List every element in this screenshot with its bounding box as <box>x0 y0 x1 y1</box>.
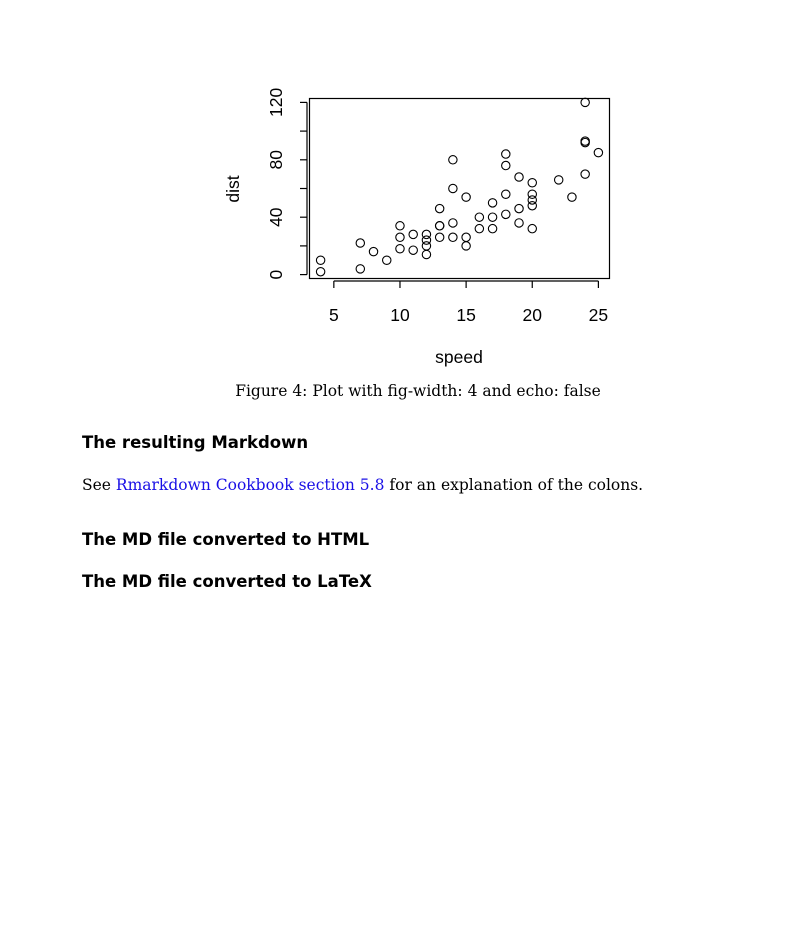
x-tick-label: 5 <box>329 305 339 325</box>
y-axis: 0 40 80 120 <box>266 88 308 279</box>
data-point <box>408 229 418 240</box>
data-point <box>580 169 590 179</box>
data-point <box>448 232 458 243</box>
heading-md-to-html: The MD file converted to HTML <box>82 530 370 549</box>
data-point <box>501 189 511 199</box>
data-point <box>580 136 590 146</box>
data-point <box>461 232 471 243</box>
data-point <box>381 255 392 265</box>
data-point <box>434 232 445 243</box>
data-point <box>461 192 471 202</box>
x-tick-label: 20 <box>523 305 543 325</box>
heading-resulting-markdown: The resulting Markdown <box>82 433 309 452</box>
data-point <box>434 221 445 231</box>
data-point <box>527 189 538 199</box>
data-point <box>527 195 538 205</box>
data-point <box>553 175 564 185</box>
paragraph-prefix: See <box>82 476 116 494</box>
data-point <box>448 218 458 228</box>
y-tick-label: 120 <box>266 88 286 117</box>
data-point <box>514 218 524 228</box>
data-point <box>461 241 471 251</box>
scatter-plot: 5 10 15 20 25 0 40 80 120 speed dist <box>223 88 611 367</box>
data-point <box>527 223 538 234</box>
y-tick-label: 0 <box>266 269 286 279</box>
data-point <box>315 266 326 277</box>
y-axis-label: dist <box>223 175 243 202</box>
x-tick-label: 10 <box>390 305 410 325</box>
data-points <box>315 97 604 277</box>
data-point <box>487 212 498 222</box>
data-point <box>355 238 366 248</box>
data-point <box>395 232 405 243</box>
data-point <box>315 255 326 265</box>
data-point <box>487 223 498 234</box>
data-point <box>580 97 590 108</box>
data-point <box>448 155 458 165</box>
data-point <box>527 200 538 211</box>
data-point <box>368 246 379 257</box>
data-point <box>474 212 485 222</box>
data-point <box>501 160 511 171</box>
cookbook-link[interactable]: Rmarkdown Cookbook section 5.8 <box>115 476 385 494</box>
data-point <box>514 203 524 214</box>
x-tick-label: 15 <box>456 305 475 325</box>
data-point <box>421 235 432 245</box>
y-tick-label: 80 <box>266 150 286 170</box>
data-point <box>448 183 458 194</box>
data-point <box>395 221 405 231</box>
data-point <box>474 223 485 234</box>
figure-caption: Figure 4: Plot with fig-width: 4 and ech… <box>235 382 601 400</box>
x-tick-label: 25 <box>589 305 608 325</box>
data-point <box>514 172 524 182</box>
data-point <box>501 209 511 220</box>
heading-md-to-latex: The MD file converted to LaTeX <box>82 572 372 591</box>
data-point <box>593 147 604 158</box>
data-point <box>355 264 366 274</box>
data-point <box>527 178 538 188</box>
data-point <box>501 149 511 159</box>
data-point <box>567 192 577 202</box>
data-point <box>487 198 498 208</box>
plot-frame <box>308 97 611 280</box>
data-point <box>421 249 432 260</box>
x-axis: 5 10 15 20 25 <box>329 280 608 325</box>
paragraph-suffix: for an explanation of the colons. <box>384 476 644 494</box>
data-point <box>434 203 445 214</box>
data-point <box>421 241 432 251</box>
data-point <box>408 245 418 255</box>
cookbook-paragraph: See Rmarkdown Cookbook section 5.8 for a… <box>82 475 643 495</box>
data-point <box>395 244 405 254</box>
y-tick-label: 40 <box>266 207 286 227</box>
x-axis-label: speed <box>435 347 483 367</box>
data-point <box>421 229 432 240</box>
